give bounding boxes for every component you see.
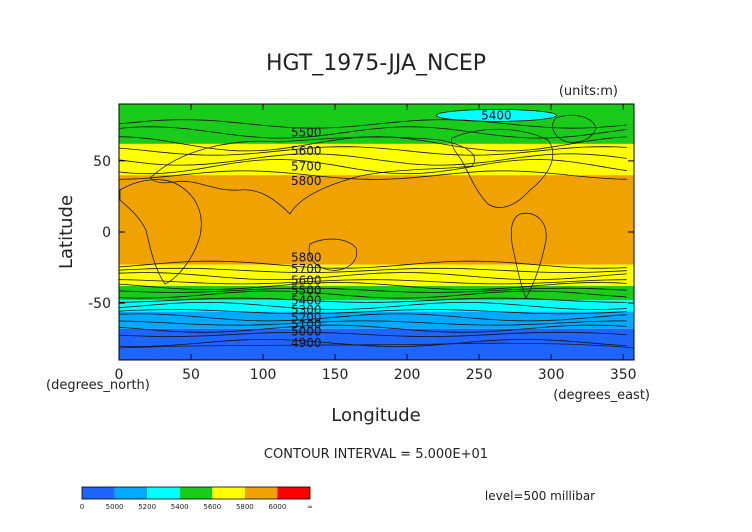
x-tick-label: 250: [466, 367, 493, 383]
coastline-australia: [308, 238, 358, 271]
contour-lines: [118, 119, 627, 347]
colorbar-swatch: [212, 487, 245, 499]
contour-labels: 5400550056005700580058005700560055005400…: [291, 108, 512, 350]
contour-label: 5500: [291, 125, 322, 139]
polar-low-5400: [436, 108, 557, 122]
contour-line: [118, 153, 627, 166]
contour-label: 5700: [291, 262, 322, 276]
contour-interval-text: CONTOUR INTERVAL = 5.000E+01: [264, 447, 488, 462]
contour-label: 5500: [291, 283, 322, 297]
colorbar-tick-label: 5600: [203, 503, 221, 511]
coastline-antarctica: [118, 342, 635, 349]
contour-line: [118, 287, 627, 293]
contour-label: 5700: [291, 160, 322, 174]
band-5600-5800: [119, 264, 634, 287]
colorbar-swatch: [147, 487, 180, 499]
units-note: (units:m): [559, 84, 618, 99]
y-tick-label: 0: [102, 225, 111, 241]
x-tick-label: 100: [250, 367, 277, 383]
x-axis-label: Longitude: [331, 405, 421, 426]
contour-label: 5800: [291, 174, 322, 188]
colorbar-tick-label: 5800: [236, 503, 254, 511]
contour-line: [118, 339, 627, 347]
colorbar-tick-label: 5400: [171, 503, 189, 511]
contour-label: 4900: [291, 336, 322, 350]
contour-line: [118, 324, 627, 333]
contour-line: [118, 282, 627, 291]
contour-line: [118, 331, 627, 337]
x-axis-ticks: 0 50 100 150 200 250 300 350: [115, 104, 637, 383]
y-axis-ticks: -50 0 50: [88, 154, 634, 312]
contour-label: 5300: [291, 303, 322, 317]
y-unit-label: (degrees_north): [46, 378, 150, 393]
x-tick-label: 50: [182, 367, 200, 383]
contour-line: [118, 260, 627, 269]
level-text: level=500 millibar: [485, 489, 595, 503]
coastlines: [118, 114, 635, 349]
x-tick-label: 200: [394, 367, 421, 383]
contour-label: 5800: [291, 251, 322, 265]
coastline-greenland: [552, 114, 597, 143]
x-tick-label: 150: [322, 367, 349, 383]
shading-bands: [119, 104, 634, 360]
contour-line: [118, 309, 627, 315]
x-unit-label: (degrees_east): [553, 388, 650, 403]
contour-label: 5100: [291, 317, 322, 331]
contour-line: [118, 279, 627, 285]
contour-label: 5600: [291, 144, 322, 158]
colorbar-tick-label: 5200: [138, 503, 156, 511]
colorbar-frame: [81, 486, 311, 500]
coastline-eurasia: [149, 136, 475, 215]
contour-line: [118, 146, 627, 156]
contour-label: 5400: [481, 108, 512, 122]
contour-line: [118, 297, 627, 303]
y-tick-label: -50: [88, 296, 111, 312]
band-5200-5400: [119, 300, 634, 312]
contour-label: 5000: [291, 325, 322, 339]
x-tick-label: 300: [538, 367, 565, 383]
contour-line: [118, 313, 627, 322]
contour-line: [118, 119, 627, 129]
band-5800-6000: [119, 175, 634, 265]
contour-line: [118, 159, 627, 175]
colorbar-swatch: [114, 487, 148, 499]
contour-label: 5200: [291, 310, 322, 324]
contour-line: [118, 267, 627, 273]
colorbar-swatch: [82, 487, 115, 499]
x-tick-label: 0: [115, 367, 124, 383]
y-axis-label: Latitude: [56, 195, 77, 269]
contour-line: [118, 170, 627, 180]
coastline-north-america: [451, 128, 554, 208]
contour-label: 5400: [291, 293, 322, 307]
contour-line: [118, 320, 627, 326]
contour-line: [118, 301, 627, 310]
coastline-south-america: [510, 212, 547, 299]
colorbar-tick-label: 0: [80, 503, 84, 511]
colorbar: 0 5000 5200 5400 5600 5800 6000 ∞: [80, 486, 313, 511]
colorbar-swatch: [179, 487, 213, 499]
y-tick-label: 50: [93, 154, 111, 170]
colorbar-tick-label: 5000: [106, 503, 124, 511]
contour-line: [118, 126, 627, 139]
colorbar-tick-label: 6000: [269, 503, 287, 511]
chart-title: HGT_1975-JJA_NCEP: [266, 51, 486, 76]
band-5000-5200: [119, 311, 634, 329]
contour-label: 5600: [291, 273, 322, 287]
contour-line: [118, 272, 627, 280]
contour-line: [118, 290, 627, 299]
colorbar-swatch: [244, 487, 278, 499]
x-tick-label: 350: [610, 367, 637, 383]
colorbar-swatch: [277, 487, 310, 499]
colorbar-tick-label: ∞: [307, 503, 313, 511]
